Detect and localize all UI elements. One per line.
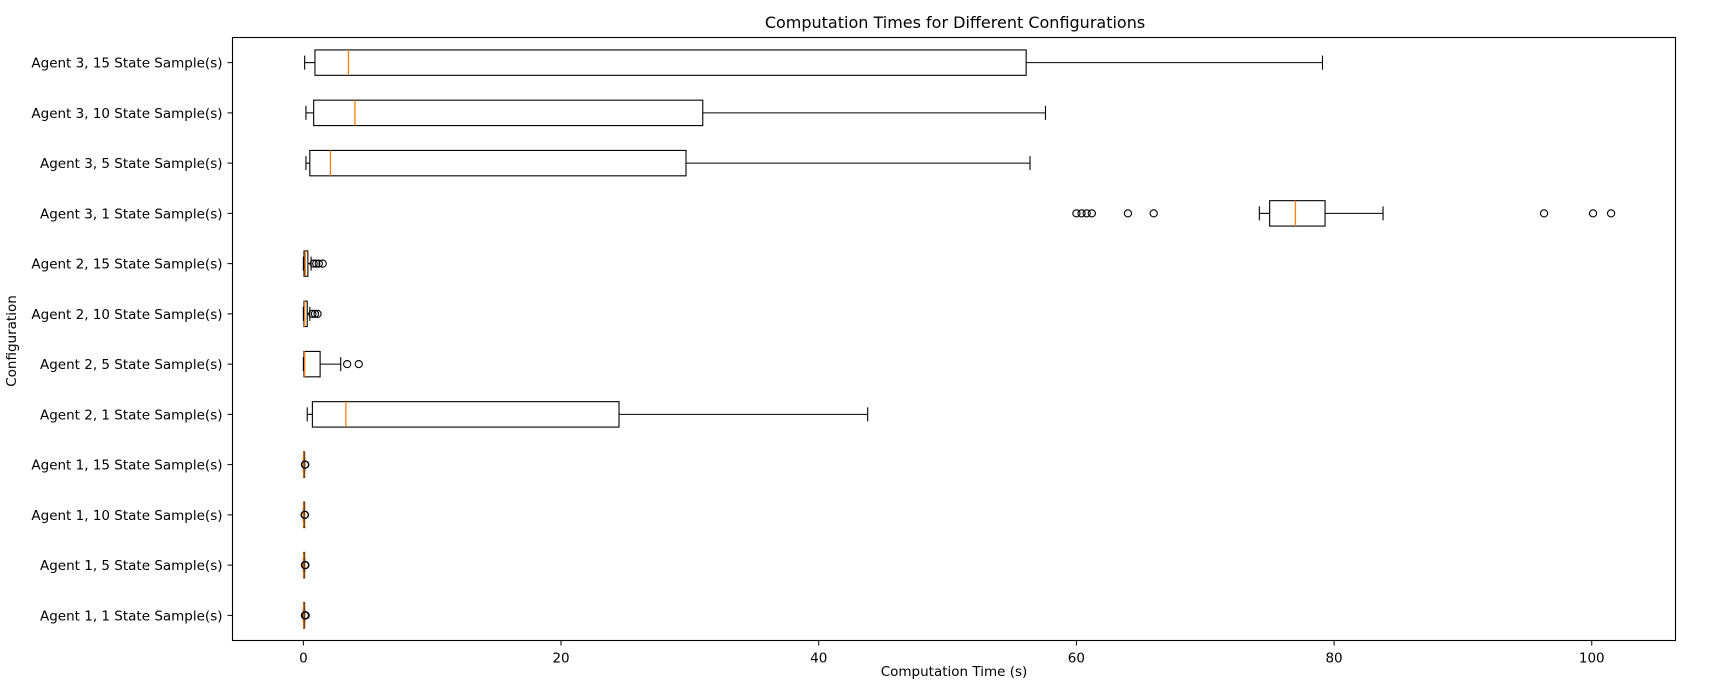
box-iqr <box>313 99 704 127</box>
flier-point <box>1123 209 1133 218</box>
y-tick-label: Agent 1, 1 State Sample(s) <box>40 608 223 624</box>
flier-point <box>1072 209 1081 218</box>
box-iqr <box>311 401 620 428</box>
box-iqr <box>303 350 321 378</box>
y-tick-label: Agent 3, 10 State Sample(s) <box>31 106 222 122</box>
flier-point <box>308 309 317 319</box>
box-group <box>300 551 310 579</box>
y-tick-label: Agent 1, 5 State Sample(s) <box>40 558 223 574</box>
flier-point <box>1588 209 1598 218</box>
y-tick-label: Agent 2, 15 State Sample(s) <box>31 257 222 273</box>
box-group <box>1072 200 1616 227</box>
y-tick-label: Agent 3, 5 State Sample(s) <box>40 156 223 172</box>
axis-ticks: 0 20 40 60 80 100 Agent 1, 1 State Sample(s) Ag… <box>31 56 1604 667</box>
chart-title: Computation Times for Different Configur… <box>765 13 1145 32</box>
box-iqr <box>309 149 687 177</box>
box-group <box>305 149 1031 177</box>
flier-point <box>312 259 321 268</box>
flier-point <box>1606 209 1616 218</box>
flier-point <box>301 611 310 620</box>
flier-point <box>318 259 327 268</box>
x-axis-label: Computation Time (s) <box>881 664 1028 680</box>
y-tick-label: Agent 3, 15 State Sample(s) <box>31 56 222 72</box>
y-tick-label: Agent 2, 10 State Sample(s) <box>31 307 222 323</box>
y-axis-label: Configuration <box>4 295 20 387</box>
flier-point <box>1149 209 1158 218</box>
y-tick-label: Agent 3, 1 State Sample(s) <box>40 206 223 222</box>
x-tick-label: 0 <box>299 651 308 667</box>
x-tick-label: 20 <box>552 651 569 667</box>
flier-point <box>310 309 320 319</box>
flier-point <box>343 359 352 369</box>
flier-point <box>313 309 322 319</box>
y-tick-label: Agent 1, 15 State Sample(s) <box>31 458 222 474</box>
box-group <box>306 401 869 428</box>
plot-frame <box>231 36 1677 642</box>
flier-point <box>1077 209 1086 218</box>
box-group <box>300 501 310 529</box>
box-iqr <box>314 49 1027 76</box>
flier-point <box>300 510 310 520</box>
x-tick-label: 80 <box>1325 651 1342 667</box>
x-tick-label: 60 <box>1068 651 1085 667</box>
y-tick-label: Agent 1, 10 State Sample(s) <box>31 508 222 524</box>
flier-point <box>1082 209 1091 218</box>
flier-point <box>1539 209 1549 218</box>
box-group <box>302 350 363 378</box>
flier-point <box>314 259 323 268</box>
box-group <box>302 300 322 328</box>
box-group <box>300 451 310 478</box>
box-iqr <box>1269 200 1326 227</box>
boxes <box>300 49 1616 629</box>
flier-point <box>309 259 318 268</box>
box-group <box>304 49 1324 76</box>
flier-point <box>301 460 310 469</box>
flier-point <box>1087 209 1097 218</box>
x-tick-label: 100 <box>1579 651 1605 667</box>
y-tick-label: Agent 2, 5 State Sample(s) <box>40 357 223 373</box>
box-group <box>300 602 310 629</box>
x-tick-label: 40 <box>810 651 827 667</box>
box-group <box>305 99 1047 127</box>
flier-point <box>354 359 363 369</box>
y-tick-label: Agent 2, 1 State Sample(s) <box>40 407 223 423</box>
flier-point <box>301 560 310 570</box>
box-group <box>302 250 327 277</box>
